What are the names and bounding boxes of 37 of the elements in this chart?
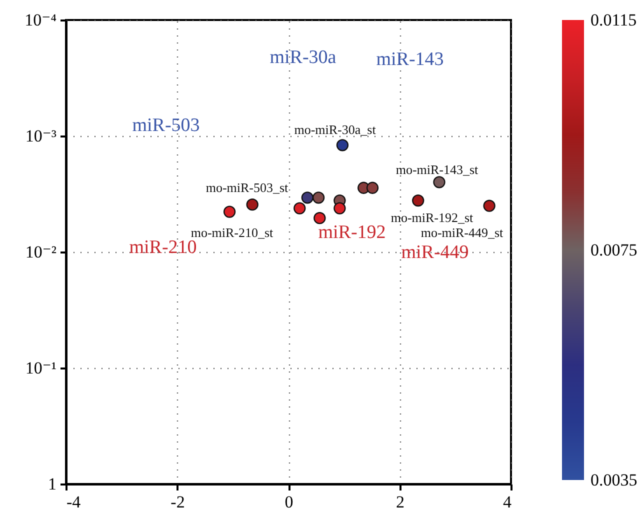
annotation: miR-192 — [318, 222, 386, 243]
point — [334, 202, 346, 214]
color-bar-label: 0.0075 — [590, 240, 638, 260]
annotation: mo-miR-210_st — [190, 225, 274, 240]
annotation: miR-503 — [132, 115, 200, 136]
x-tick-label: 0 — [284, 492, 294, 512]
point — [433, 176, 446, 188]
point — [223, 206, 236, 218]
x-tick-label: 4 — [503, 492, 512, 512]
point — [412, 194, 424, 207]
annotation: mo-miR-449_st — [420, 225, 504, 240]
point — [483, 200, 496, 212]
annotation: mo-miR-143_st — [396, 162, 479, 177]
y-tick-label: 1 — [48, 474, 56, 494]
point — [312, 192, 325, 204]
point — [314, 212, 326, 224]
y-tick-label: 10⁻³ — [25, 126, 56, 146]
x-tick-label: 2 — [396, 492, 404, 512]
point — [366, 182, 379, 194]
point — [294, 202, 306, 214]
point — [246, 198, 258, 211]
annotation: miR-449 — [401, 242, 469, 263]
x-tick-label: -2 — [170, 492, 185, 512]
y-tick-label: 10⁻¹ — [25, 358, 56, 378]
annotation: mo-miR-503_st — [206, 180, 289, 195]
color-bar-label: 0.0115 — [590, 10, 637, 30]
annotation: miR-143 — [376, 49, 444, 70]
annotation: mo-miR-192_st — [390, 210, 474, 225]
annotation: miR-210 — [129, 237, 197, 258]
annotation: miR-30a — [270, 47, 337, 68]
y-tick-label: 10⁻⁴ — [24, 10, 57, 30]
x-tick-label: -4 — [66, 492, 82, 512]
point — [301, 192, 314, 204]
point — [336, 139, 349, 152]
y-tick-label: 10⁻² — [25, 242, 56, 262]
color-bar-label: 0.0035 — [590, 470, 638, 490]
annotation: mo-miR-30a_st — [294, 122, 376, 137]
